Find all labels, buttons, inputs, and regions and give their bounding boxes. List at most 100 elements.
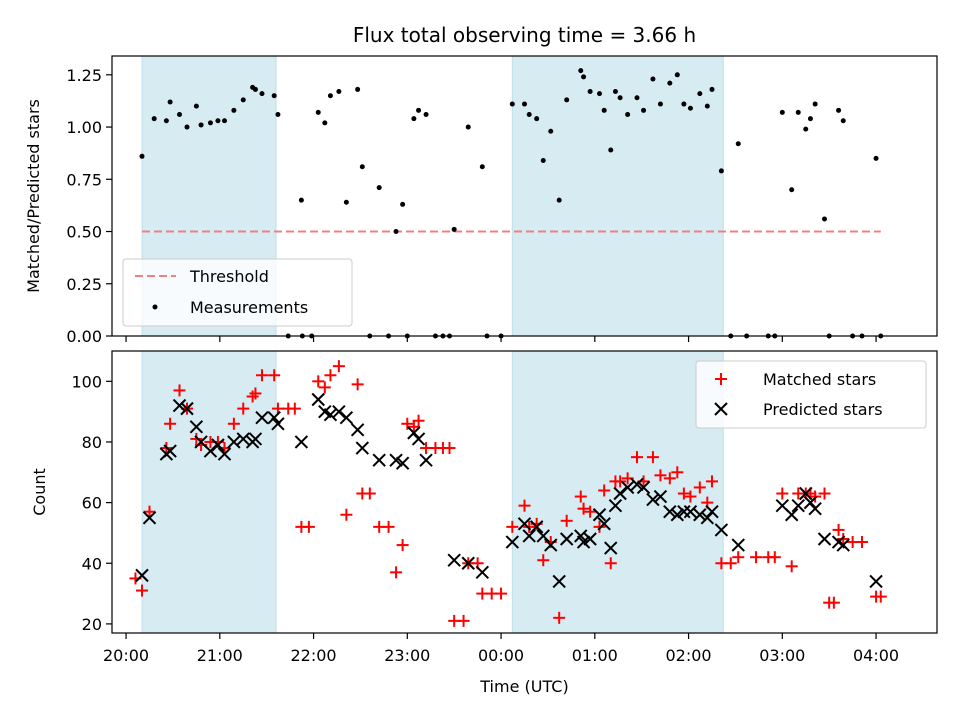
point-plus-5 <box>173 384 186 397</box>
x-tick-label: 01:00 <box>572 646 618 665</box>
y-tick-label: 0.75 <box>66 170 102 189</box>
point-dot-33 <box>400 201 406 207</box>
top-panel-frame <box>111 55 938 337</box>
x-tick-label: 20:00 <box>103 646 149 665</box>
point-plus-32 <box>382 520 395 533</box>
point-dot-52 <box>556 197 562 203</box>
point-dot-86 <box>822 216 827 222</box>
point-x-30 <box>411 432 426 446</box>
point-plus-50 <box>518 499 531 512</box>
point-plus-97 <box>874 590 887 603</box>
legend-measurements-swatch <box>152 304 158 310</box>
x-tick-label: 04:00 <box>853 646 899 665</box>
point-dot-62 <box>625 112 631 118</box>
point-x-10 <box>217 447 232 461</box>
point-x-11 <box>227 435 241 449</box>
point-plus-15 <box>249 387 262 400</box>
top-legend: Threshold Measurements <box>122 258 353 327</box>
point-dot-5 <box>184 124 190 130</box>
top-panel: 0.00 0.25 0.50 0.75 1.00 1.25 Flux total obse… <box>24 23 938 346</box>
point-x-59 <box>683 505 698 519</box>
point-plus-73 <box>684 490 697 503</box>
point-x-39 <box>536 529 550 543</box>
point-x-27 <box>389 453 403 467</box>
y-tick-label: 20 <box>82 615 102 634</box>
point-dot-64 <box>641 107 647 113</box>
point-plus-71 <box>671 466 684 479</box>
x-tick-label: 21:00 <box>197 646 243 665</box>
point-x-49 <box>608 498 623 513</box>
point-x-0 <box>135 568 149 583</box>
point-x-36 <box>517 517 532 531</box>
point-dot-25 <box>336 89 342 95</box>
legend-predicted-label: Predicted stars <box>763 400 883 419</box>
point-dot-36 <box>416 107 422 113</box>
point-plus-23 <box>312 375 325 388</box>
top-y-axis-label: Matched/Predicted stars <box>24 99 43 293</box>
point-dot-46 <box>509 101 515 107</box>
point-plus-22 <box>302 520 315 533</box>
point-dot-73 <box>709 86 715 92</box>
point-plus-34 <box>396 539 409 552</box>
point-dot-24 <box>327 93 333 99</box>
point-dot-4 <box>177 112 182 118</box>
point-plus-43 <box>457 614 470 627</box>
point-x-3 <box>163 444 177 458</box>
point-plus-58 <box>577 502 590 515</box>
point-dot-68 <box>674 72 680 78</box>
y-tick-label: 1.00 <box>66 118 102 137</box>
y-tick-label: 40 <box>82 554 102 573</box>
point-dot-60 <box>612 89 618 95</box>
point-plus-72 <box>677 487 690 500</box>
point-plus-17 <box>268 369 281 382</box>
point-plus-80 <box>750 551 763 564</box>
point-dot-65 <box>650 76 656 82</box>
point-plus-24 <box>318 381 331 394</box>
point-dot-2 <box>163 118 169 124</box>
point-dot-51 <box>548 128 554 134</box>
point-dot-72 <box>704 103 710 109</box>
point-plus-61 <box>598 484 611 497</box>
legend-measurements-label: Measurements <box>190 298 308 317</box>
point-x-62 <box>705 505 719 519</box>
point-dot-56 <box>587 89 593 95</box>
point-dot-27 <box>355 86 361 92</box>
point-dot-82 <box>795 109 801 115</box>
bottom-y-axis-label: Count <box>30 468 49 516</box>
x-axis-label: Time (UTC) <box>479 677 568 696</box>
point-x-40 <box>544 538 558 552</box>
point-dot-57 <box>597 91 602 97</box>
point-plus-13 <box>237 402 250 415</box>
point-x-9 <box>211 438 225 452</box>
point-dot-11 <box>231 107 237 113</box>
point-x-63 <box>714 523 729 537</box>
point-plus-92 <box>832 523 845 536</box>
point-x-33 <box>461 556 475 570</box>
point-plus-36 <box>407 420 420 433</box>
point-dot-69 <box>681 101 687 107</box>
y-tick-label: 1.25 <box>66 66 102 85</box>
point-x-31 <box>419 453 433 467</box>
point-plus-7 <box>190 432 203 445</box>
point-dot-22 <box>315 109 321 115</box>
point-dot-50 <box>540 157 546 163</box>
point-plus-66 <box>631 451 643 464</box>
point-plus-76 <box>706 475 718 488</box>
point-x-57 <box>670 508 685 522</box>
point-x-68 <box>799 486 813 501</box>
x-tick-label: 03:00 <box>759 646 805 665</box>
point-x-22 <box>332 404 346 419</box>
x-tick-label: 02:00 <box>666 646 712 665</box>
point-x-21 <box>323 407 338 422</box>
point-dot-41 <box>451 226 457 232</box>
point-plus-49 <box>506 520 519 533</box>
point-x-8 <box>203 444 218 458</box>
point-dot-48 <box>526 112 532 118</box>
point-dot-32 <box>393 229 399 235</box>
y-tick-label: 0.25 <box>66 275 102 294</box>
point-dot-9 <box>215 118 221 124</box>
point-dot-17 <box>275 112 281 118</box>
point-x-50 <box>613 486 627 501</box>
chart-title: Flux total observing time = 3.66 h <box>353 23 696 47</box>
